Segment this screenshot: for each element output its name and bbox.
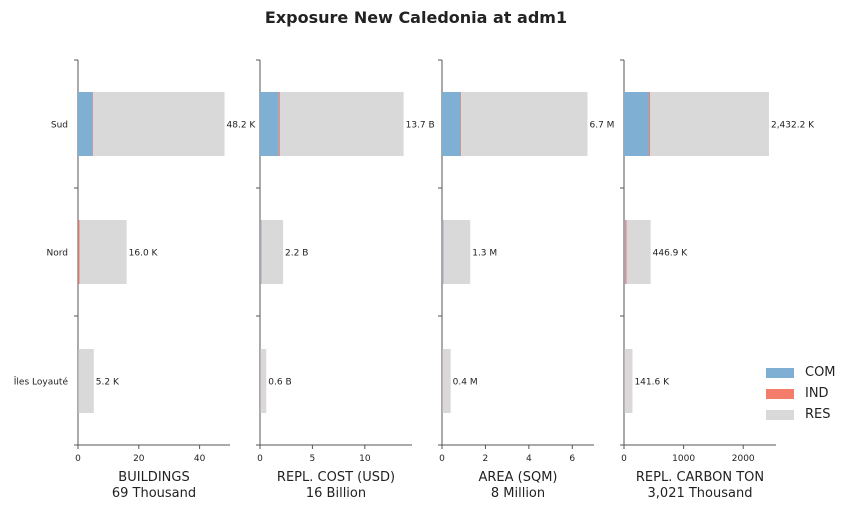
panel-1-bar-ind-1 xyxy=(92,92,94,156)
panel-2-subtitle: 16 Billion xyxy=(306,486,366,501)
panel-4-x-tick-label-0: 0 xyxy=(621,454,627,464)
panel-1-x-tick-label-1: 20 xyxy=(133,454,145,464)
panel-1-x-tick-label-2: 40 xyxy=(194,454,206,464)
panel-1-data-label-1: 48.2 K xyxy=(227,121,257,131)
y-tick-label-1: Sud xyxy=(51,121,68,131)
panel-3-data-label-2: 1.3 M xyxy=(472,249,497,259)
panel-3-bar-res-1 xyxy=(461,92,588,156)
legend-swatch-com xyxy=(766,367,794,378)
panel-4-subtitle: 3,021 Thousand xyxy=(648,486,753,501)
panel-4-data-label-3: 141.6 K xyxy=(634,378,670,388)
panel-4-bar-res-2 xyxy=(626,220,651,284)
panel-3-x-tick-label-1: 2 xyxy=(483,454,489,464)
legend-item-com: COM xyxy=(766,362,836,383)
panel-2-bar-com-2 xyxy=(260,220,262,284)
panel-4-bar-ind-2 xyxy=(625,220,627,284)
panel-1-bar-ind-2 xyxy=(78,220,80,284)
panel-2-x-tick-label-1: 5 xyxy=(310,454,316,464)
panel-3-subtitle: 8 Million xyxy=(491,486,545,501)
panel-3-bar-com-2 xyxy=(442,220,444,284)
panel-2-bar-com-1 xyxy=(260,92,279,156)
legend-label-ind: IND xyxy=(805,386,829,401)
panel-3-bar-res-3 xyxy=(442,349,451,413)
panel-2-data-label-3: 0.6 B xyxy=(268,378,291,388)
panel-1-data-label-3: 5.2 K xyxy=(96,378,120,388)
legend-item-ind: IND xyxy=(766,383,836,404)
panel-4-x-tick-label-1: 1000 xyxy=(672,454,695,464)
y-tick-label-3: Îles Loyauté xyxy=(13,376,69,388)
panel-4-bar-com-1 xyxy=(624,92,650,156)
panel-2-bar-res-3 xyxy=(260,349,267,413)
panel-2-xlabel: REPL. COST (USD) xyxy=(277,470,395,485)
panel-1-subtitle: 69 Thousand xyxy=(112,486,196,501)
panel-4-data-label-1: 2,432.2 K xyxy=(771,121,815,131)
panel-3-data-label-3: 0.4 M xyxy=(453,378,478,388)
panel-3-x-tick-label-3: 6 xyxy=(569,454,575,464)
panel-3-bar-res-2 xyxy=(443,220,471,284)
legend-swatch-ind xyxy=(766,388,794,399)
legend-swatch-res xyxy=(766,409,794,420)
panel-4-data-label-2: 446.9 K xyxy=(653,249,689,259)
legend: COM IND RES xyxy=(766,362,836,425)
panel-4-bar-res-3 xyxy=(624,349,633,413)
chart-title: Exposure New Caledonia at adm1 xyxy=(264,8,568,27)
panel-4-bar-com-2 xyxy=(624,220,626,284)
panel-4-x-tick-label-2: 2000 xyxy=(732,454,755,464)
panel-1-bar-res-2 xyxy=(79,220,127,284)
panel-1-bar-res-1 xyxy=(93,92,225,156)
panel-1-data-label-2: 16.0 K xyxy=(129,249,159,259)
panel-2-data-label-1: 13.7 B xyxy=(406,121,435,131)
panel-2-x-tick-label-2: 10 xyxy=(359,454,371,464)
panel-2-bar-res-2 xyxy=(261,220,284,284)
panel-4-xlabel: REPL. CARBON TON xyxy=(636,470,764,485)
panel-2-bar-ind-1 xyxy=(278,92,280,156)
panel-3-x-tick-label-0: 0 xyxy=(439,454,445,464)
panel-3-x-tick-label-2: 4 xyxy=(526,454,532,464)
panel-2-bar-res-1 xyxy=(279,92,404,156)
panel-3-bar-com-1 xyxy=(442,92,461,156)
y-tick-label-2: Nord xyxy=(47,249,69,259)
panel-1-bar-com-1 xyxy=(78,92,93,156)
panel-1-x-tick-label-0: 0 xyxy=(75,454,81,464)
panel-2-bar-ind-2 xyxy=(261,220,262,284)
panel-2-x-tick-label-0: 0 xyxy=(257,454,263,464)
panel-3-xlabel: AREA (SQM) xyxy=(478,470,557,485)
legend-label-com: COM xyxy=(805,365,836,380)
panel-1-bar-res-3 xyxy=(78,349,94,413)
panel-4-bar-ind-1 xyxy=(649,92,651,156)
panel-1-xlabel: BUILDINGS xyxy=(118,470,189,485)
panel-3-data-label-1: 6.7 M xyxy=(589,121,614,131)
panel-3-bar-ind-1 xyxy=(460,92,462,156)
panel-4-bar-res-1 xyxy=(650,92,769,156)
panel-2-data-label-2: 2.2 B xyxy=(285,249,308,259)
legend-label-res: RES xyxy=(805,407,831,422)
legend-item-res: RES xyxy=(766,404,836,425)
